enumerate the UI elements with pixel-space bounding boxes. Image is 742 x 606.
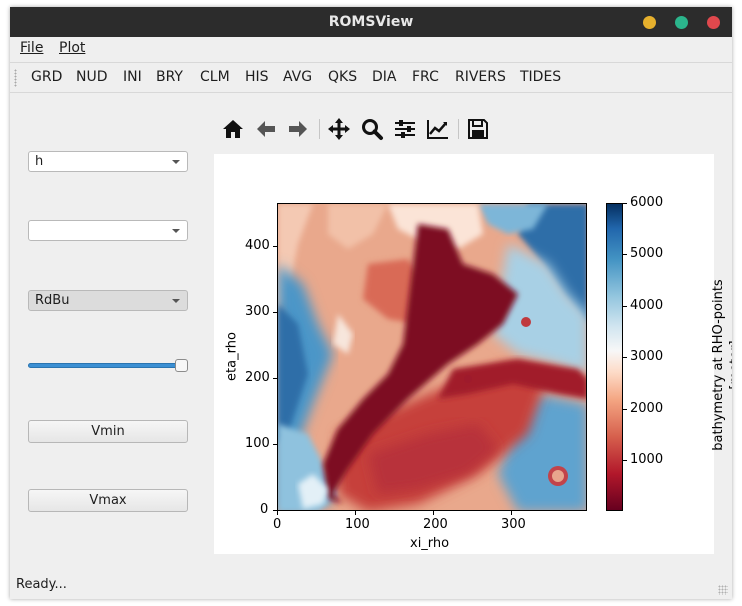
- zoom-icon[interactable]: [360, 117, 384, 141]
- toolbar-grd[interactable]: GRD: [31, 69, 63, 85]
- y-tick-mark: [273, 444, 277, 445]
- plot-canvas[interactable]: 0 100 200 300 400 0 100 200 300 xi_rho e…: [214, 154, 732, 554]
- toolbar-dia[interactable]: DIA: [372, 69, 397, 85]
- toolbar-separator: [319, 119, 320, 139]
- colorbar-tick-mark: [623, 409, 627, 410]
- colorbar-tick-label: 3000: [630, 349, 664, 364]
- colorbar-tick-label: 4000: [630, 298, 664, 313]
- menu-bar: File Plot: [10, 37, 732, 60]
- forward-arrow-icon[interactable]: [286, 117, 310, 141]
- resize-grip[interactable]: [718, 585, 728, 595]
- colorbar-tick-label: 1000: [630, 452, 664, 467]
- colorbar-tick-label: 2000: [630, 401, 664, 416]
- bathymetry-map[interactable]: [277, 203, 587, 511]
- x-tick-label: 300: [501, 517, 526, 532]
- x-tick-label: 200: [423, 517, 448, 532]
- chevron-down-icon: [172, 299, 180, 303]
- x-tick-label: 100: [345, 517, 370, 532]
- variable-select[interactable]: h: [28, 151, 188, 172]
- vmax-button[interactable]: Vmax: [28, 489, 188, 512]
- x-tick-mark: [433, 511, 434, 515]
- toolbar-his[interactable]: HIS: [245, 69, 269, 85]
- colorbar: [606, 203, 623, 511]
- colorbar-tick-mark: [623, 203, 627, 204]
- y-tick-label: 200: [245, 370, 270, 385]
- close-button[interactable]: [707, 16, 720, 29]
- toolbar-nud[interactable]: NUD: [76, 69, 108, 85]
- save-icon[interactable]: [466, 117, 490, 141]
- time-select[interactable]: [28, 220, 188, 241]
- y-tick-mark: [273, 312, 277, 313]
- colorbar-label: bathymetry at RHO-points [meter]: [711, 279, 732, 451]
- chevron-down-icon: [172, 229, 180, 233]
- subplot-config-icon[interactable]: [393, 117, 417, 141]
- toolbar-grip[interactable]: [14, 69, 17, 87]
- y-tick-label: 300: [245, 304, 270, 319]
- toolbar-bry[interactable]: BRY: [156, 69, 183, 85]
- colorbar-tick-mark: [623, 357, 627, 358]
- x-tick-mark: [511, 511, 512, 515]
- variable-select-value: h: [35, 154, 44, 169]
- x-tick-mark: [277, 511, 278, 515]
- status-bar-text: Ready...: [16, 577, 67, 592]
- colormap-select[interactable]: RdBu: [28, 290, 188, 311]
- toolbar-separator: [458, 119, 459, 139]
- toolbar-ini[interactable]: INI: [123, 69, 142, 85]
- toolbar-clm[interactable]: CLM: [200, 69, 230, 85]
- y-tick-label: 0: [260, 502, 269, 517]
- axes-edit-icon[interactable]: [426, 117, 450, 141]
- window-title: ROMSView: [328, 14, 414, 30]
- menu-file[interactable]: File: [20, 40, 44, 56]
- maximize-button[interactable]: [675, 16, 688, 29]
- y-tick-label: 400: [245, 238, 270, 253]
- toolbar-rivers[interactable]: RIVERS: [455, 69, 506, 85]
- y-tick-mark: [273, 510, 277, 511]
- level-slider[interactable]: [28, 363, 188, 368]
- home-icon[interactable]: [221, 117, 245, 141]
- y-tick-mark: [273, 378, 277, 379]
- main-window: ROMSView File Plot GRD NUD INI BRY CLM H…: [10, 7, 732, 599]
- y-axis-label: eta_rho: [224, 332, 240, 381]
- vmin-button[interactable]: Vmin: [28, 420, 188, 443]
- colormap-select-value: RdBu: [35, 293, 70, 308]
- bathymetry-image: [278, 204, 586, 510]
- y-tick-mark: [273, 246, 277, 247]
- y-tick-label: 100: [245, 436, 270, 451]
- toolbar-tides[interactable]: TIDES: [520, 69, 562, 85]
- file-type-toolbar: GRD NUD INI BRY CLM HIS AVG QKS DIA FRC …: [10, 62, 732, 93]
- colorbar-tick-mark: [623, 306, 627, 307]
- colorbar-tick-label: 5000: [630, 246, 664, 261]
- pan-icon[interactable]: [327, 117, 351, 141]
- colorbar-tick-mark: [623, 460, 627, 461]
- x-axis-label: xi_rho: [410, 536, 450, 551]
- x-tick-mark: [355, 511, 356, 515]
- toolbar-qks[interactable]: QKS: [328, 69, 358, 85]
- level-slider-handle[interactable]: [175, 359, 188, 372]
- colorbar-tick-mark: [623, 254, 627, 255]
- toolbar-frc[interactable]: FRC: [412, 69, 439, 85]
- chevron-down-icon: [172, 160, 180, 164]
- colorbar-tick-label: 6000: [630, 195, 664, 210]
- toolbar-avg[interactable]: AVG: [283, 69, 313, 85]
- title-bar[interactable]: ROMSView: [10, 7, 732, 37]
- back-arrow-icon[interactable]: [254, 117, 278, 141]
- menu-plot[interactable]: Plot: [59, 40, 86, 56]
- minimize-button[interactable]: [643, 16, 656, 29]
- x-tick-label: 0: [273, 517, 282, 532]
